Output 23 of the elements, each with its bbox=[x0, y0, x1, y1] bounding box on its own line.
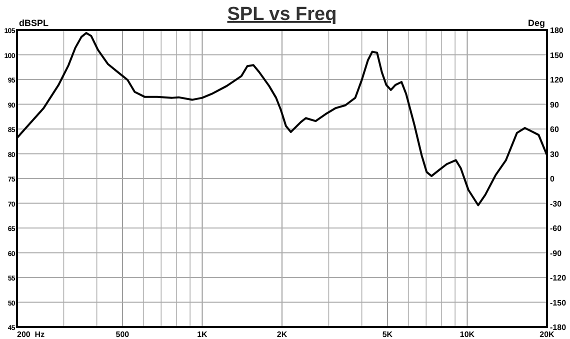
y2-tick-label: 150 bbox=[550, 50, 564, 60]
x-tick-label: 500 bbox=[116, 330, 130, 339]
x-tick-label: 10K bbox=[460, 330, 475, 339]
y2-tick-label: -180 bbox=[550, 323, 567, 332]
chart-title: SPL vs Freq bbox=[227, 4, 337, 25]
y2-tick-label: -120 bbox=[550, 274, 567, 282]
y2-tick-label: 0 bbox=[550, 174, 555, 184]
y2-tick-label: 90 bbox=[550, 100, 560, 110]
y-axis-title: dBSPL bbox=[19, 18, 50, 28]
y2-tick-label: 30 bbox=[550, 150, 560, 159]
y2-tick-label: 180 bbox=[550, 26, 564, 35]
x-tick-label: 5K bbox=[382, 330, 393, 339]
y2-tick-label: 60 bbox=[550, 125, 560, 134]
y2-tick-label: -60 bbox=[550, 224, 562, 233]
y2-tick-label: 120 bbox=[550, 76, 564, 84]
x-tick-label: 200 Hz bbox=[17, 330, 45, 339]
x-tick-label: 1K bbox=[197, 330, 208, 339]
x-tick-label: 2K bbox=[276, 330, 288, 339]
x-tick-label: 20K bbox=[540, 330, 555, 339]
y2-tick-label: -90 bbox=[550, 248, 562, 258]
y2-tick-label: -150 bbox=[550, 298, 567, 308]
y2-tick-label: -30 bbox=[550, 199, 562, 208]
y2-axis-title: Deg bbox=[528, 18, 545, 28]
